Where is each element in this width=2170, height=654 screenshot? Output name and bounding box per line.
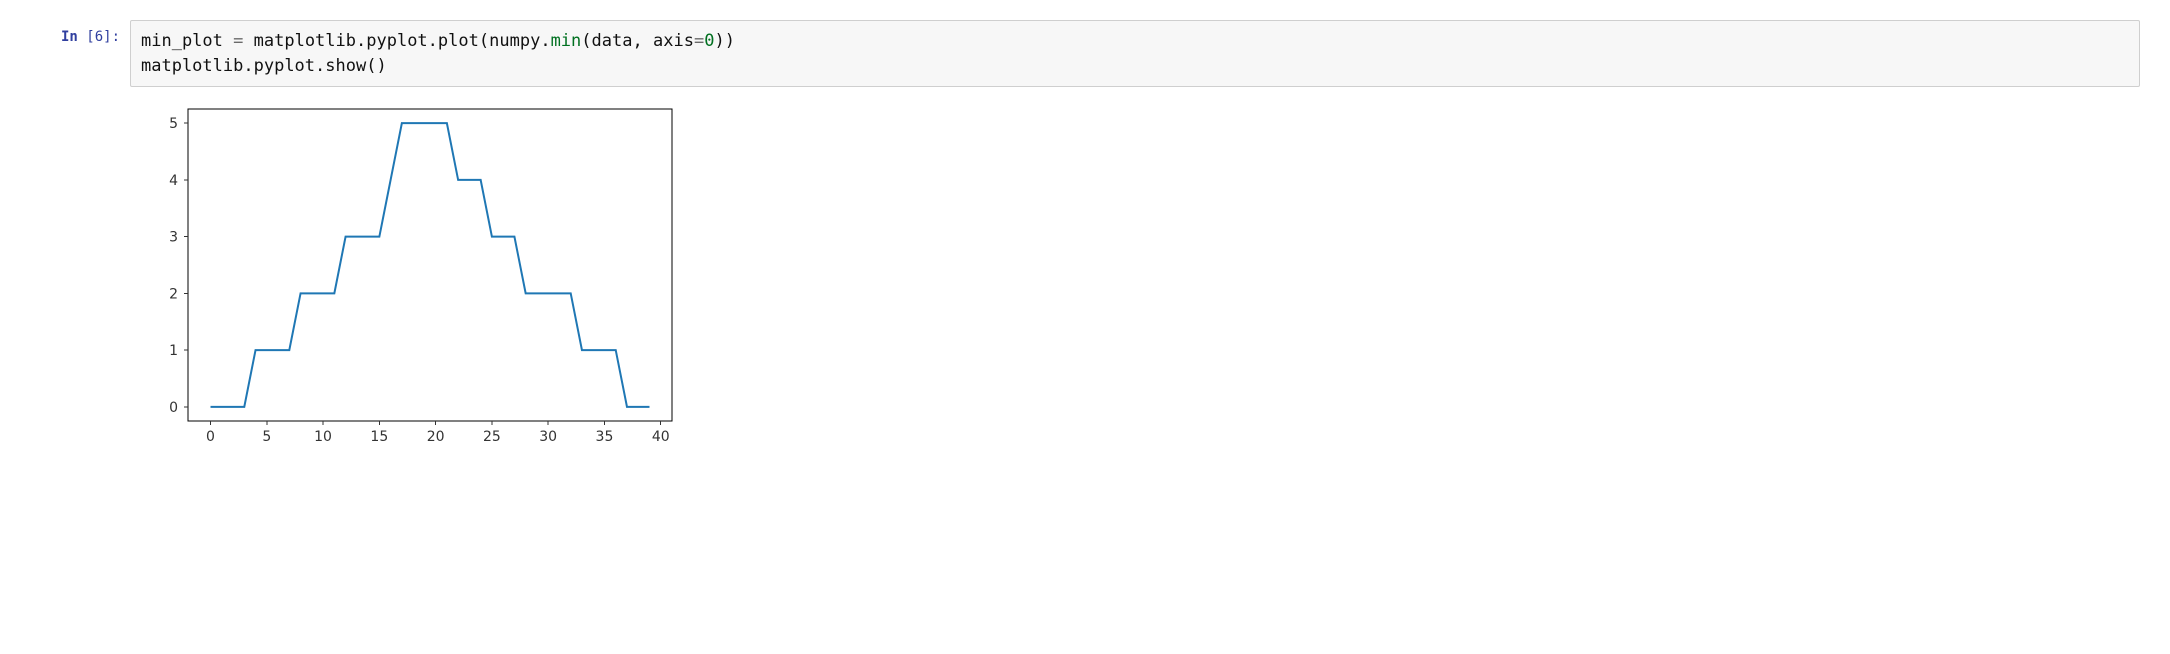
input-prompt: In [6]:: [30, 20, 130, 45]
svg-text:1: 1: [169, 343, 178, 359]
prompt-close-bracket: ]:: [103, 29, 120, 45]
svg-text:10: 10: [314, 429, 332, 445]
svg-text:2: 2: [169, 287, 178, 303]
svg-text:4: 4: [169, 173, 178, 189]
svg-text:20: 20: [427, 429, 445, 445]
prompt-label: In: [61, 29, 78, 45]
svg-text:5: 5: [169, 116, 178, 132]
prompt-number: 6: [95, 29, 103, 45]
svg-text:0: 0: [206, 429, 215, 445]
svg-text:0: 0: [169, 400, 178, 416]
svg-text:5: 5: [262, 429, 271, 445]
prompt-open-bracket: [: [86, 29, 94, 45]
output-prompt-spacer: [30, 95, 130, 104]
svg-text:35: 35: [596, 429, 614, 445]
svg-text:25: 25: [483, 429, 501, 445]
svg-text:3: 3: [169, 230, 178, 246]
notebook-cell: In [6]: min_plot = matplotlib.pyplot.plo…: [30, 20, 2140, 87]
code-input-area[interactable]: min_plot = matplotlib.pyplot.plot(numpy.…: [130, 20, 2140, 87]
svg-text:40: 40: [652, 429, 670, 445]
line-chart: 0 5 10 15 20 25 30 35 40 0 1 2 3 4 5: [130, 95, 690, 465]
svg-text:30: 30: [539, 429, 557, 445]
output-area: 0 5 10 15 20 25 30 35 40 0 1 2 3 4 5: [130, 95, 2140, 465]
code-text[interactable]: min_plot = matplotlib.pyplot.plot(numpy.…: [141, 29, 2129, 78]
svg-text:15: 15: [370, 429, 388, 445]
output-row: 0 5 10 15 20 25 30 35 40 0 1 2 3 4 5: [30, 95, 2140, 465]
